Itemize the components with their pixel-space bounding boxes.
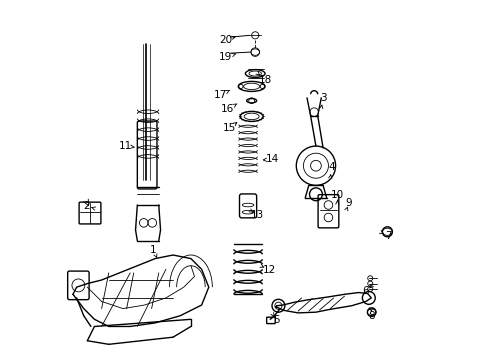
Text: 11: 11 [119, 141, 132, 151]
Text: 9: 9 [345, 198, 352, 208]
Text: 17: 17 [213, 90, 226, 100]
Text: 16: 16 [221, 104, 234, 114]
Text: 1: 1 [150, 245, 156, 255]
Text: 18: 18 [258, 75, 271, 85]
Text: 12: 12 [263, 265, 276, 275]
Text: 2: 2 [83, 201, 90, 211]
Text: 19: 19 [219, 53, 232, 63]
Text: 10: 10 [330, 190, 343, 200]
Text: 6: 6 [362, 287, 368, 296]
Text: 8: 8 [367, 311, 374, 321]
Text: 3: 3 [319, 93, 325, 103]
Text: 14: 14 [265, 154, 279, 164]
Text: 13: 13 [250, 210, 263, 220]
Text: 5: 5 [273, 315, 280, 325]
Text: 20: 20 [219, 35, 232, 45]
Text: 7: 7 [384, 231, 390, 242]
Text: 4: 4 [328, 162, 335, 172]
Text: 15: 15 [223, 123, 236, 133]
